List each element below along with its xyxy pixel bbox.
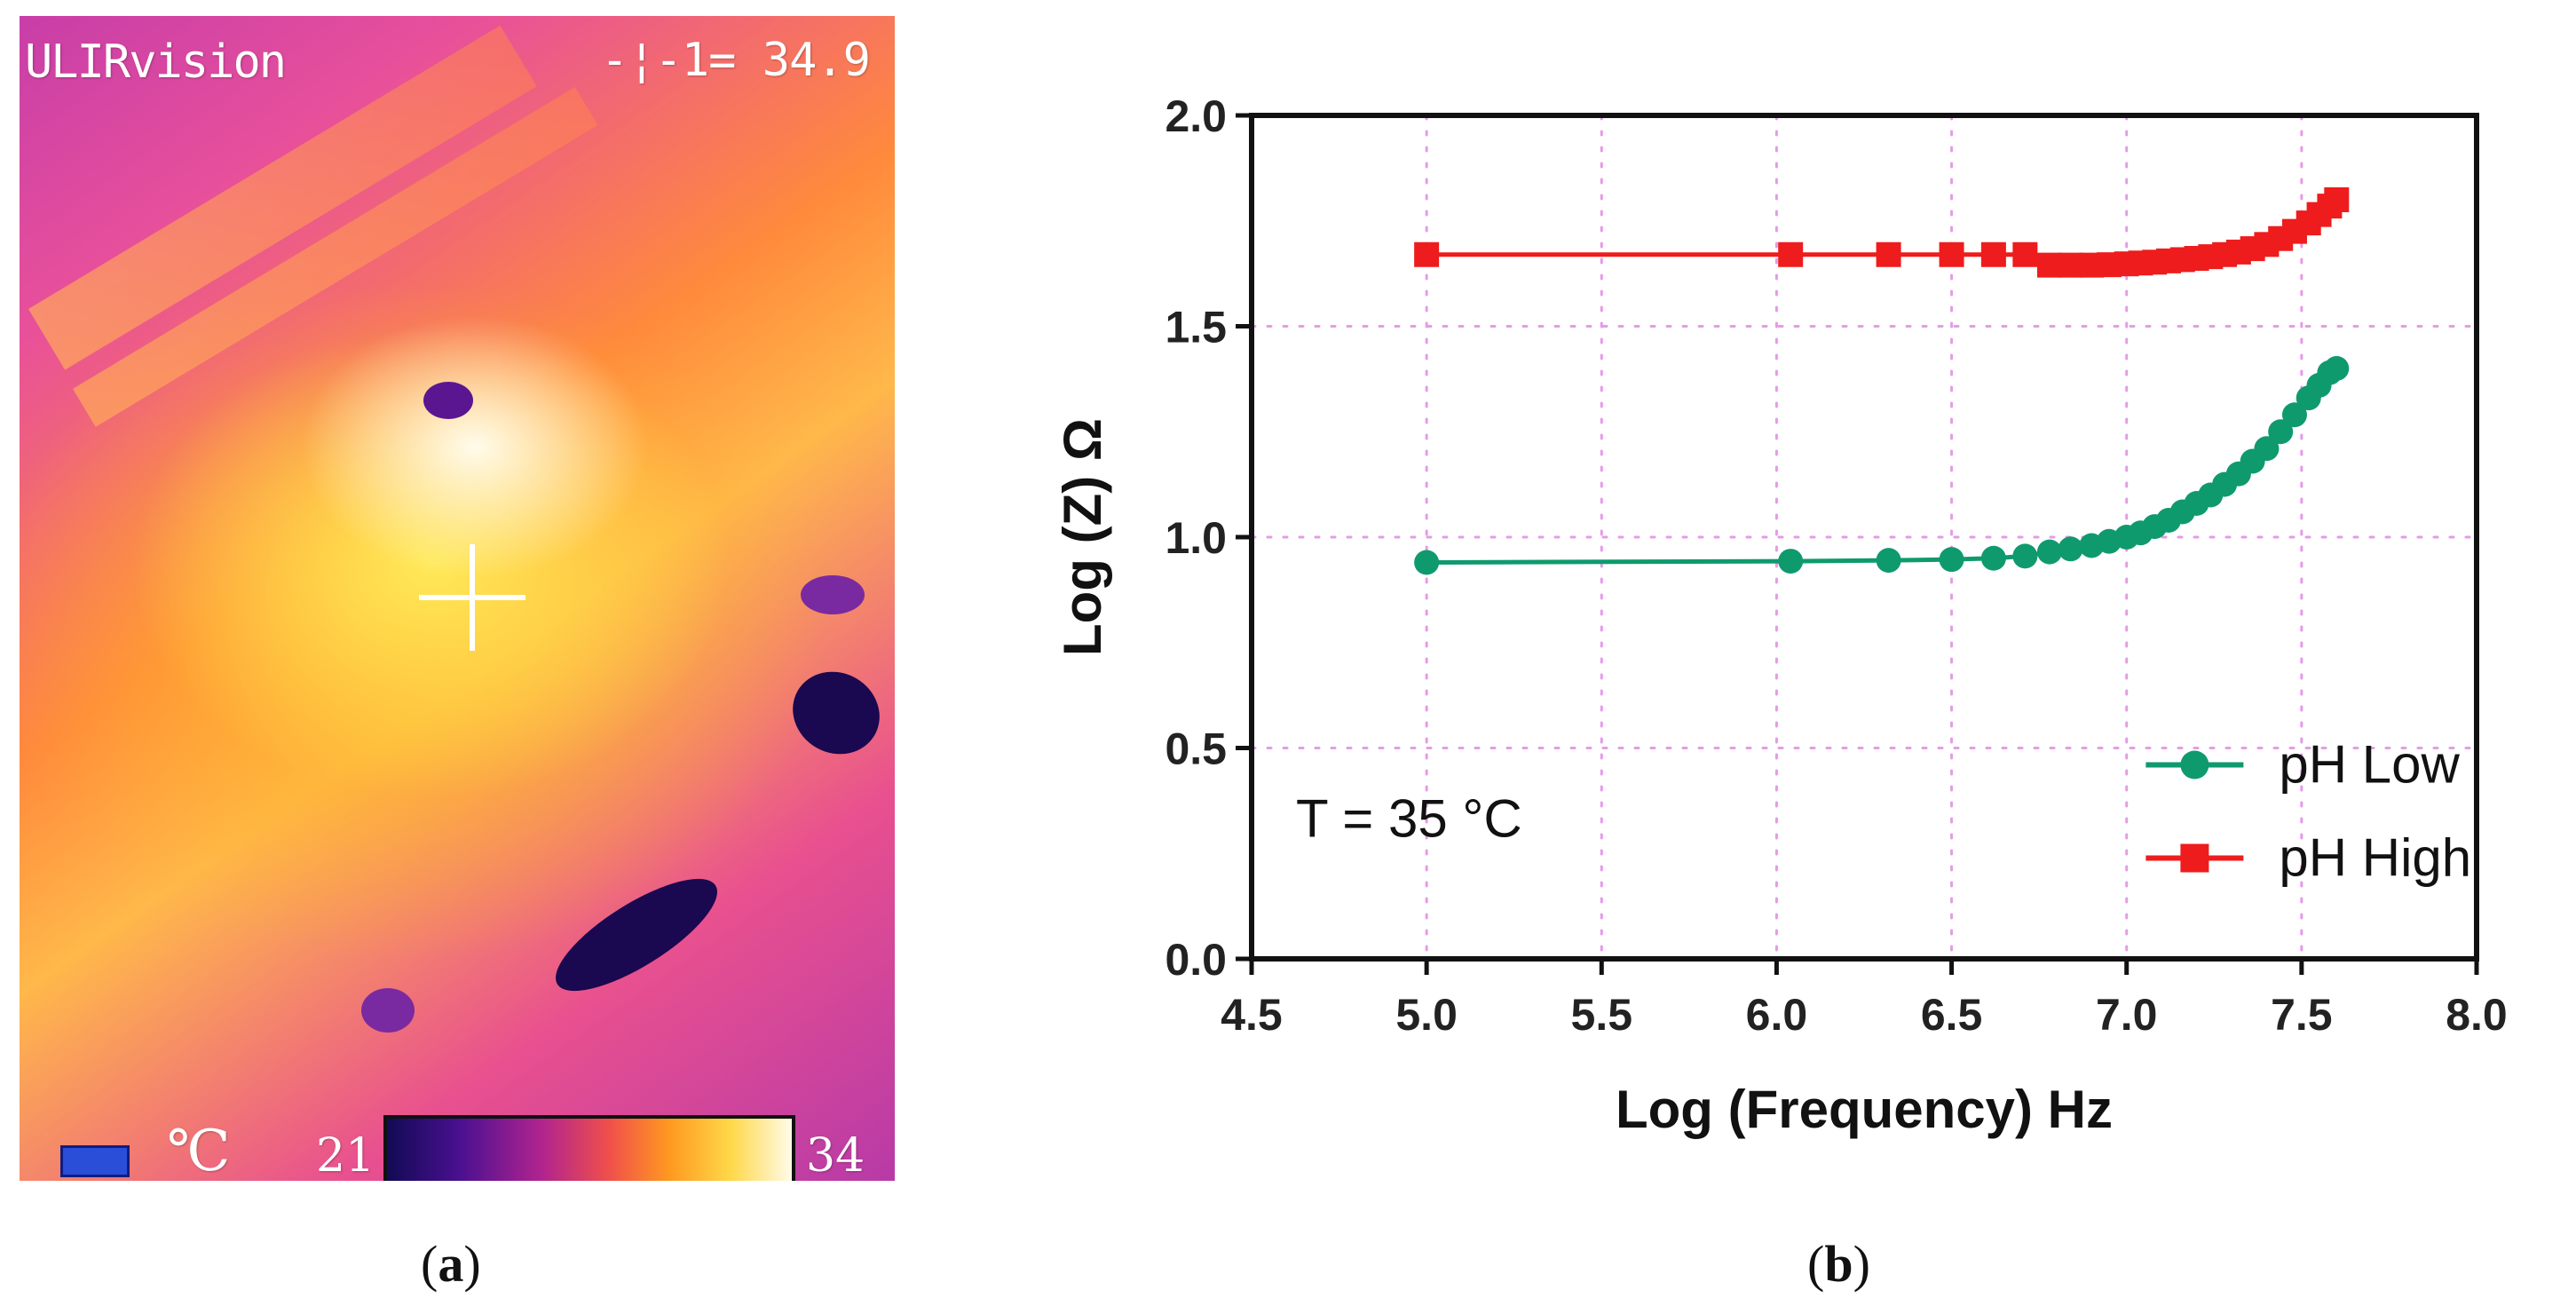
impedance-chart: 4.5 5.0 5.5 6.0 6.5 7.0 7.5 8.00.00.51.01.52.0 … — [1053, 91, 2508, 1139]
scale-min-label: 21 — [316, 1129, 375, 1181]
data-point — [1414, 241, 1440, 267]
data-point — [2281, 402, 2307, 428]
legend-marker — [2180, 750, 2209, 780]
data-point — [1414, 550, 1440, 575]
x-tick-label: 6.5 — [1921, 990, 1983, 1040]
data-point — [1876, 241, 1901, 267]
thermal-image: ULIRvision -¦-1= 34.9 ℃ 21 34 — [20, 16, 895, 1181]
y-axis-title: Log (Z) Ω — [1053, 418, 1112, 656]
legend-marker — [2180, 843, 2209, 873]
color-scale-bar — [383, 1115, 795, 1181]
y-tick-label: 1.0 — [1165, 513, 1227, 563]
thermal-cold-spot — [423, 382, 473, 419]
legend-label: pH Low — [2279, 735, 2460, 795]
data-point — [1778, 241, 1804, 267]
data-point — [2036, 252, 2062, 278]
legend-label: pH High — [2279, 828, 2471, 888]
y-tick-label: 1.5 — [1165, 303, 1227, 352]
data-point — [2012, 241, 2038, 267]
chart-series — [1414, 187, 2350, 575]
spot-temperature-readout: -¦-1= 34.9 — [600, 34, 871, 87]
thermal-cold-spot — [541, 859, 732, 1011]
chart-grid — [1250, 114, 2478, 961]
data-point — [2324, 187, 2350, 212]
thermal-cold-spot — [778, 656, 895, 770]
data-point — [2254, 436, 2280, 462]
y-tick-label: 0.0 — [1165, 935, 1227, 985]
battery-icon — [60, 1145, 130, 1177]
panel-a-caption: (a) — [421, 1235, 481, 1293]
x-tick-label: 7.5 — [2271, 990, 2333, 1040]
data-point — [2058, 252, 2083, 278]
x-tick-label: 8.0 — [2446, 990, 2508, 1040]
data-point — [2058, 536, 2083, 562]
scale-max-label: 34 — [806, 1129, 865, 1181]
panel-a-letter: a — [438, 1235, 464, 1293]
x-tick-label: 5.0 — [1395, 990, 1458, 1040]
series-line-ph-low — [1426, 366, 2338, 565]
brand-label: ULIRvision — [25, 36, 287, 89]
y-tick-label: 2.0 — [1165, 91, 1227, 141]
data-point — [2012, 543, 2038, 569]
data-point — [1980, 241, 2006, 267]
x-tick-label: 5.5 — [1571, 990, 1633, 1040]
x-tick-label: 4.5 — [1221, 990, 1283, 1040]
data-point — [2268, 419, 2294, 445]
panel-b-caption: (b) — [1807, 1235, 1870, 1293]
data-point — [2324, 356, 2350, 381]
data-point — [1980, 545, 2006, 571]
temperature-unit: ℃ — [167, 1119, 231, 1181]
thermal-cold-spot — [801, 575, 865, 614]
data-point — [1876, 548, 1901, 574]
x-axis-title: Log (Frequency) Hz — [1616, 1080, 2113, 1139]
data-point — [1778, 549, 1804, 574]
crosshair-icon — [419, 544, 525, 651]
thermal-cold-spot — [361, 988, 415, 1033]
data-point — [1939, 547, 1964, 573]
data-point — [1939, 241, 1964, 267]
chart-ticks: 4.5 5.0 5.5 6.0 6.5 7.0 7.5 8.0 0.0 0.5 1.0 1.5 2.0 — [1165, 91, 2507, 1040]
x-tick-label: 7.0 — [2096, 990, 2158, 1040]
data-point — [2036, 539, 2062, 565]
y-tick-label: 0.5 — [1165, 724, 1227, 774]
x-tick-label: 6.0 — [1746, 990, 1808, 1040]
panel-b-letter: b — [1824, 1235, 1853, 1293]
temperature-annotation: T = 35 °C — [1296, 788, 1522, 848]
chart-legend: pH Low pH High — [2145, 735, 2471, 888]
